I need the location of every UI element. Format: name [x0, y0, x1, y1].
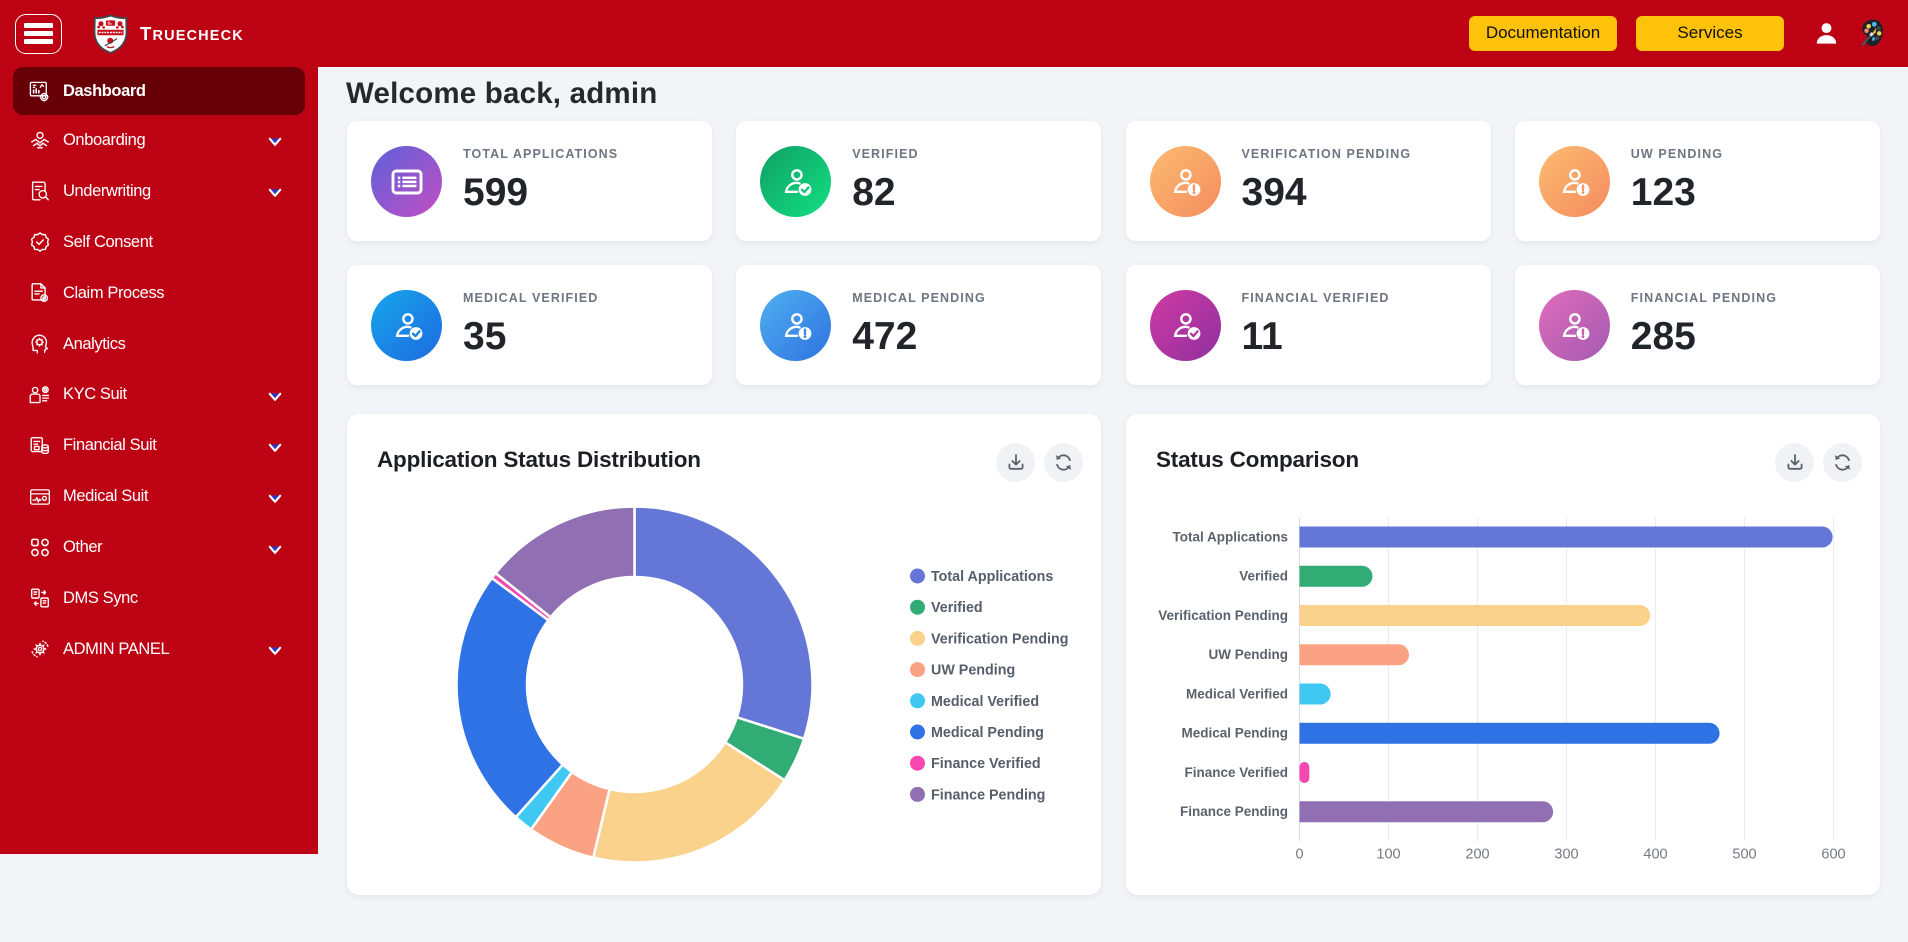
svg-text:Verified: Verified — [1239, 568, 1288, 583]
svg-text:400: 400 — [1643, 846, 1667, 862]
svg-text:Medical Pending: Medical Pending — [1181, 725, 1288, 740]
svg-text:UW Pending: UW Pending — [1209, 647, 1289, 662]
svg-text:0: 0 — [1295, 846, 1303, 862]
svg-text:Total Applications: Total Applications — [931, 569, 1053, 585]
svg-text:Total Applications: Total Applications — [1172, 529, 1288, 544]
svg-text:600: 600 — [1821, 846, 1845, 862]
svg-text:300: 300 — [1554, 846, 1578, 862]
svg-text:Finance Pending: Finance Pending — [931, 787, 1045, 803]
svg-text:Medical Verified: Medical Verified — [931, 693, 1039, 709]
svg-text:Finance Verified: Finance Verified — [931, 756, 1041, 772]
svg-text:Verified: Verified — [931, 600, 983, 616]
svg-text:UW Pending: UW Pending — [931, 662, 1015, 678]
svg-text:100: 100 — [1376, 846, 1400, 862]
svg-text:200: 200 — [1465, 846, 1489, 862]
svg-text:Verification Pending: Verification Pending — [931, 631, 1068, 647]
svg-text:Medical Pending: Medical Pending — [931, 725, 1044, 741]
svg-text:Medical Verified: Medical Verified — [1186, 686, 1288, 701]
svg-text:Verification Pending: Verification Pending — [1158, 608, 1288, 623]
svg-text:Finance Verified: Finance Verified — [1184, 765, 1288, 780]
svg-text:Finance Pending: Finance Pending — [1180, 804, 1288, 819]
svg-text:500: 500 — [1732, 846, 1756, 862]
